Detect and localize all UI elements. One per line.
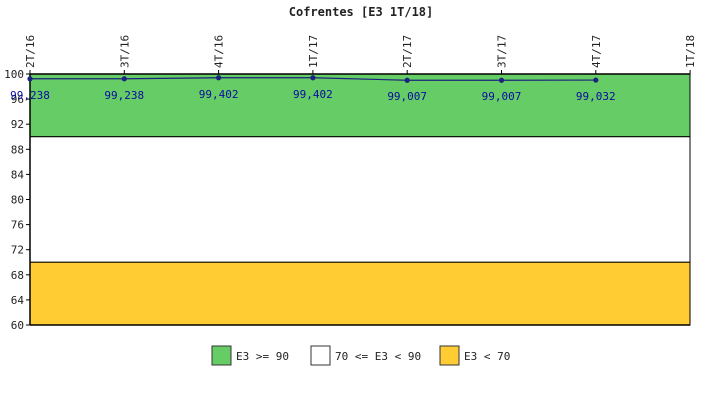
data-point — [404, 77, 410, 83]
data-series — [27, 75, 599, 83]
legend: E3 >= 90 70 <= E3 < 90 E3 < 70 — [211, 345, 510, 366]
x-tick-label: 4T/16 — [213, 35, 226, 68]
y-tick-label: 64 — [11, 294, 25, 307]
y-tick-label: 100 — [4, 68, 24, 81]
legend-label: E3 >= 90 — [236, 350, 289, 363]
x-tick-label: 4T/17 — [590, 35, 603, 68]
data-label: 99,402 — [199, 88, 239, 101]
threshold-bands — [29, 73, 691, 326]
data-label: 99,007 — [482, 90, 522, 103]
data-point — [121, 76, 127, 82]
x-tick-label: 2T/17 — [401, 35, 414, 68]
data-labels: 99,238 99,238 99,402 99,402 99,007 99,007 99,0… — [10, 88, 616, 103]
data-point — [498, 77, 505, 83]
axes: 100 96 92 88 84 80 76 72 68 64 60 2T/16 3T/16 4T/16 1T… — [4, 35, 697, 332]
band-1 — [29, 136, 691, 263]
data-point — [27, 76, 33, 82]
data-point — [216, 75, 222, 81]
data-point — [593, 77, 599, 83]
legend-label: 70 <= E3 < 90 — [335, 350, 421, 363]
data-label: 99,032 — [576, 90, 616, 103]
data-label: 99,007 — [387, 90, 427, 103]
band-0 — [29, 73, 691, 138]
y-tick-label: 88 — [11, 143, 24, 156]
x-tick-label: 1T/17 — [307, 35, 320, 68]
data-label: 99,238 — [10, 89, 50, 102]
data-point — [310, 75, 316, 81]
legend-label: E3 < 70 — [464, 350, 510, 363]
x-tick-label: 1T/18 — [684, 35, 697, 68]
chart-title: Cofrentes [E3 1T/18] — [289, 5, 434, 19]
y-tick-label: 68 — [11, 269, 24, 282]
x-tick-label: 3T/17 — [496, 35, 509, 68]
y-tick-label: 60 — [11, 319, 24, 332]
y-tick-label: 84 — [11, 168, 25, 181]
y-tick-label: 76 — [11, 219, 24, 232]
data-label: 99,238 — [104, 89, 144, 102]
y-tick-label: 72 — [11, 244, 24, 257]
y-tick-label: 96 — [11, 93, 24, 106]
legend-swatch — [439, 345, 460, 366]
x-tick-label: 2T/16 — [24, 35, 37, 68]
y-tick-label: 80 — [11, 194, 24, 207]
data-label: 99,402 — [293, 88, 333, 101]
legend-swatch — [310, 345, 331, 366]
y-tick-label: 92 — [11, 118, 24, 131]
x-tick-label: 3T/16 — [118, 35, 131, 68]
band-2 — [29, 261, 691, 326]
legend-swatch — [211, 345, 232, 366]
